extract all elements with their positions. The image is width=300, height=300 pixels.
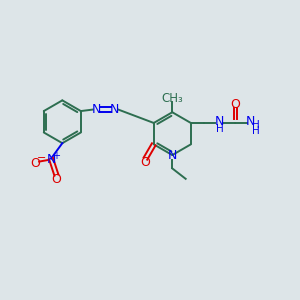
Text: O: O <box>140 156 150 169</box>
Text: H: H <box>252 126 260 136</box>
Text: N: N <box>110 103 119 116</box>
Text: −: − <box>37 153 46 163</box>
Text: N: N <box>92 103 101 116</box>
Text: N: N <box>246 115 256 128</box>
Text: CH₃: CH₃ <box>161 92 183 105</box>
Text: H: H <box>252 120 260 130</box>
Text: N: N <box>46 153 56 166</box>
Text: N: N <box>168 148 177 162</box>
Text: O: O <box>51 172 61 186</box>
Text: O: O <box>31 157 40 170</box>
Text: +: + <box>52 151 60 160</box>
Text: H: H <box>216 124 224 134</box>
Text: O: O <box>230 98 240 111</box>
Text: N: N <box>214 115 224 128</box>
